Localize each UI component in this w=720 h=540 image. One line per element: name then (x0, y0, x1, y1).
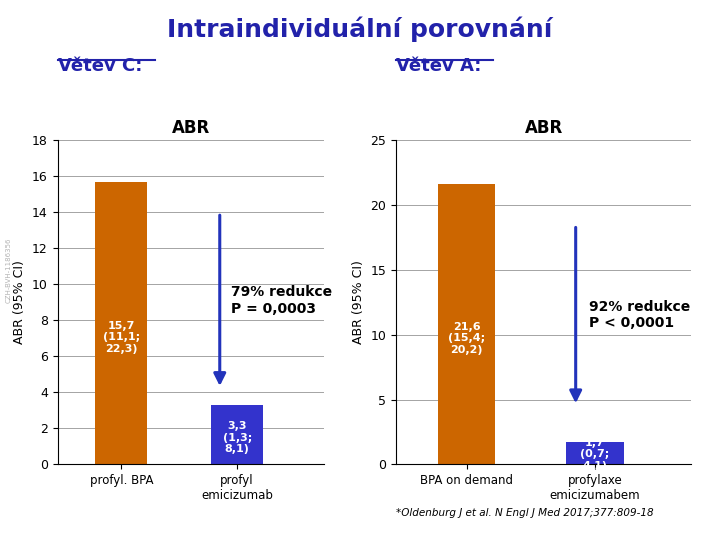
Text: 21,6
(15,4;
20,2): 21,6 (15,4; 20,2) (448, 322, 485, 355)
Bar (566, 442, 624, 464)
Title: ABR: ABR (524, 119, 563, 138)
Text: 1,7
(0,7;
4,1): 1,7 (0,7; 4,1) (580, 438, 610, 471)
Bar (438, 185, 495, 464)
Text: Větev C:: Větev C: (58, 57, 142, 75)
Text: 92% redukce
P < 0,0001: 92% redukce P < 0,0001 (588, 300, 690, 330)
Text: 15,7
(11,1;
22,3): 15,7 (11,1; 22,3) (103, 321, 140, 354)
Text: Intraindividuální porovnání: Intraindividuální porovnání (167, 16, 553, 42)
Y-axis label: ABR (95% CI): ABR (95% CI) (352, 260, 365, 345)
Title: ABR: ABR (171, 119, 210, 138)
Text: CZH-BVH-1186356: CZH-BVH-1186356 (6, 237, 12, 303)
Y-axis label: ABR (95% CI): ABR (95% CI) (14, 260, 27, 345)
Text: Větev A:: Větev A: (396, 57, 482, 75)
Text: 79% redukce
P = 0,0003: 79% redukce P = 0,0003 (231, 286, 333, 316)
Bar (211, 405, 264, 464)
Text: 3,3
(1,3;
8,1): 3,3 (1,3; 8,1) (222, 421, 252, 454)
Bar (95, 182, 148, 464)
Text: *Oldenburg J et al. N Engl J Med 2017;377:809-18: *Oldenburg J et al. N Engl J Med 2017;37… (396, 508, 654, 518)
